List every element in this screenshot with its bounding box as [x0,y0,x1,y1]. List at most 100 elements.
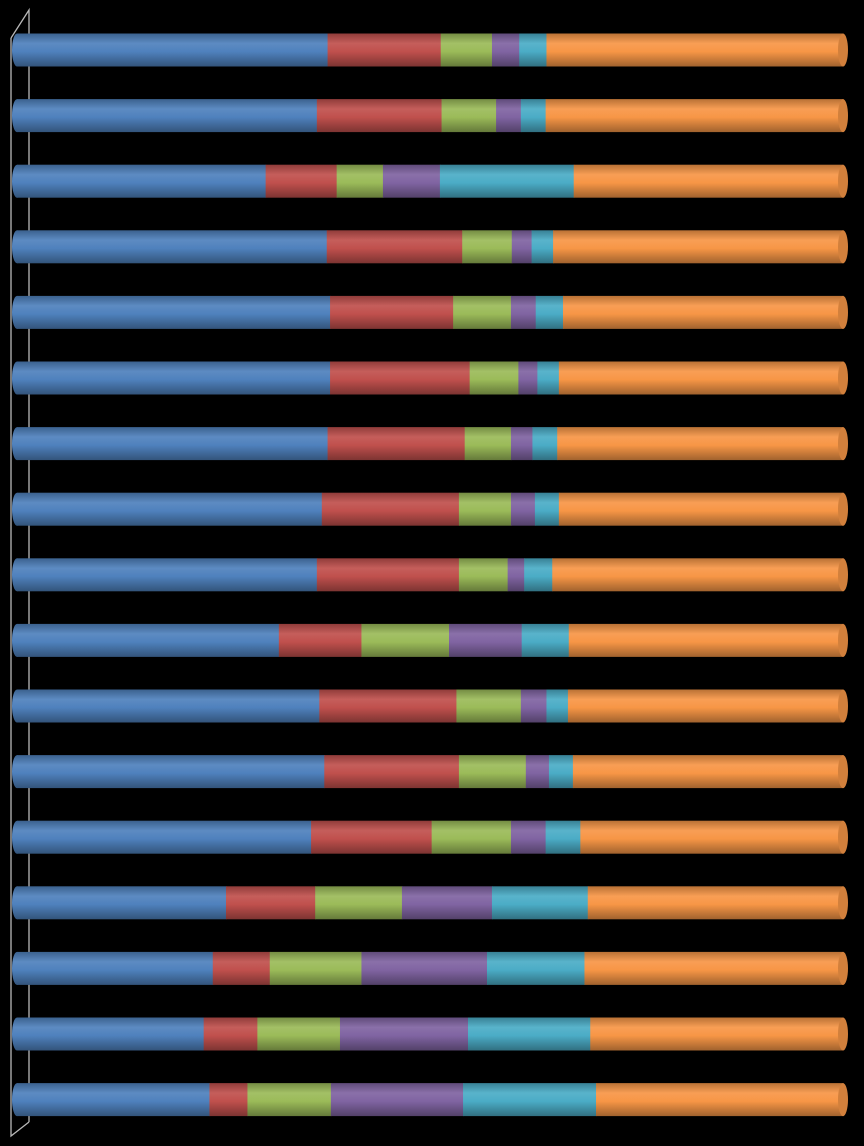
bar-left-cap [12,558,22,592]
axis-frame-front [10,38,30,1138]
axis-frame-back [10,7,30,1122]
bar-segment [463,1083,597,1117]
bar-segment [17,558,318,592]
bar-right-cap [838,361,848,395]
bar-segment [17,886,227,920]
bar-segment [510,820,547,854]
bar-right-cap [838,492,848,526]
bar-segment [453,295,512,329]
bar-segment [449,623,523,657]
bar-segment [257,1017,341,1051]
bar-left-cap [12,230,22,264]
bar-segment [458,558,509,592]
bar-segment [315,886,403,920]
bar-segment [330,1083,464,1117]
bar-row-13 [12,820,848,854]
bar-segment [17,755,325,789]
bar-left-cap [12,33,22,67]
bar-segment [545,820,581,854]
bar-left-cap [12,623,22,657]
bar-row-5 [12,295,848,329]
bar-segment [225,886,316,920]
bar-segment [535,295,564,329]
bar-left-cap [12,886,22,920]
bar-segment [548,755,574,789]
bar-right-cap [838,689,848,723]
bar-segment [596,1083,844,1117]
bar-right-cap [838,820,848,854]
bar-segment [518,361,538,395]
bar-right-cap [838,1083,848,1117]
bar-segment [567,689,844,723]
bar-segment [17,689,320,723]
bar-segment [486,951,586,985]
bar-segment [568,623,844,657]
bar-row-17 [12,1083,848,1117]
bar-segment [316,558,460,592]
bar-row-3 [12,164,848,198]
bar-segment [496,99,522,133]
bar-segment [321,492,460,526]
bar-right-cap [838,1017,848,1051]
bar-segment [510,427,534,461]
bar-segment [17,164,267,198]
bar-left-cap [12,295,22,329]
bar-segment [382,164,441,198]
bar-segment [17,230,328,264]
bar-segment [265,164,338,198]
bar-segment [520,689,548,723]
bar-row-8 [12,492,848,526]
bar-left-cap [12,689,22,723]
bar-row-14 [12,886,848,920]
bar-segment [553,230,844,264]
bar-segment [520,99,547,133]
bar-segment [507,558,525,592]
bar-left-cap [12,427,22,461]
bar-segment [519,33,548,67]
bar-left-cap [12,99,22,133]
bar-left-cap [12,361,22,395]
bar-segment [558,492,844,526]
bar-right-cap [838,295,848,329]
bar-segment [17,623,280,657]
bar-segment [510,492,536,526]
bar-row-9 [12,558,848,592]
bar-segment [469,361,519,395]
bar-segment [558,361,844,395]
bar-row-4 [12,230,848,264]
bar-segment [319,689,458,723]
bar-segment [557,427,844,461]
bar-segment [587,886,844,920]
bar-right-cap [838,951,848,985]
bar-segment [584,951,844,985]
bar-segment [326,230,463,264]
bar-row-2 [12,99,848,133]
bar-segment [511,230,533,264]
bar-segment [537,361,560,395]
bar-right-cap [838,755,848,789]
bar-segment [330,361,471,395]
bar-segment [361,623,450,657]
bar-segment [440,33,493,67]
bar-segment [17,99,318,133]
bar-segment [491,33,520,67]
bar-segment [458,492,512,526]
bar-segment [510,295,537,329]
bar-right-cap [838,230,848,264]
bar-segment [572,755,844,789]
bar-segment [17,427,329,461]
bar-row-10 [12,623,848,657]
bar-segment [464,427,512,461]
bar-row-6 [12,361,848,395]
bar-right-cap [838,33,848,67]
bar-segment [311,820,433,854]
bar-segment [324,755,460,789]
bar-segment [247,1083,332,1117]
bar-right-cap [838,427,848,461]
bar-segment [552,558,844,592]
bar-segment [278,623,363,657]
bar-right-cap [838,558,848,592]
bar-segment [580,820,844,854]
